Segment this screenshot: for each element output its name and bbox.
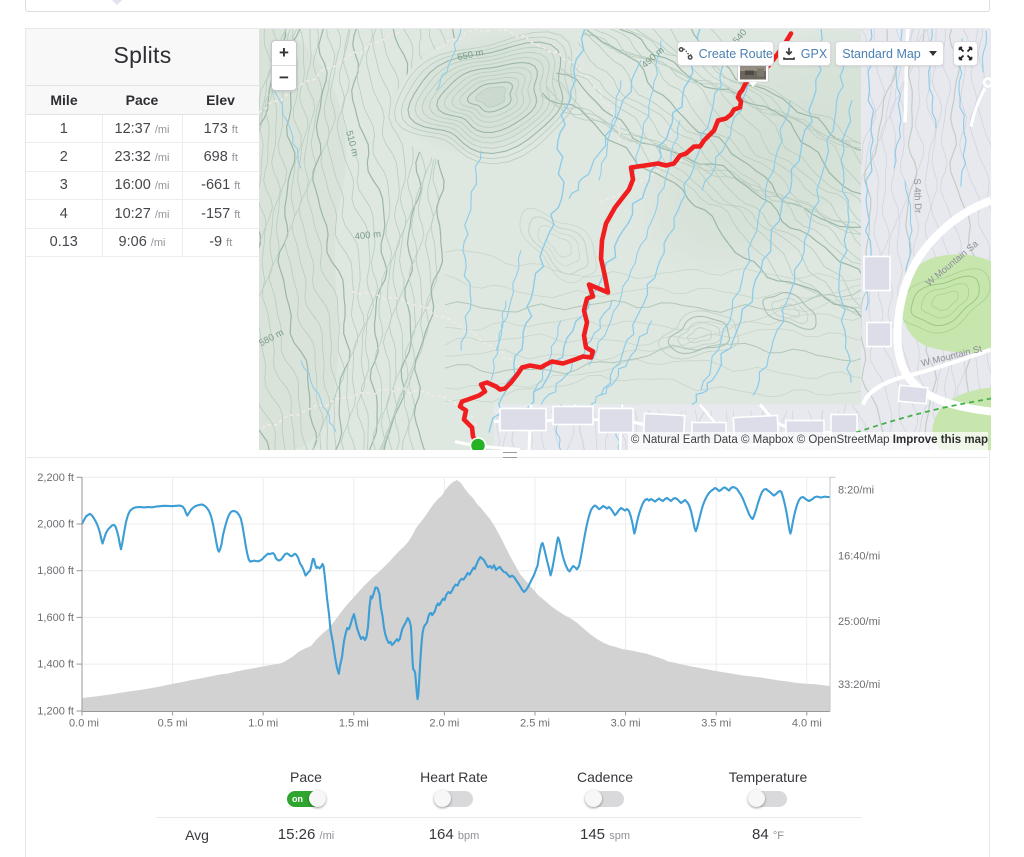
svg-text:33:20/mi: 33:20/mi — [838, 679, 880, 691]
svg-text:0.0 mi: 0.0 mi — [69, 718, 99, 730]
svg-text:2.0 mi: 2.0 mi — [429, 718, 459, 730]
svg-text:4.0 mi: 4.0 mi — [792, 718, 822, 730]
svg-text:1,400 ft: 1,400 ft — [37, 659, 74, 671]
svg-text:2,000 ft: 2,000 ft — [37, 519, 74, 531]
svg-text:400 m: 400 m — [354, 228, 381, 242]
svg-text:0.5 mi: 0.5 mi — [158, 718, 188, 730]
svg-text:650 m: 650 m — [456, 47, 484, 63]
svg-text:8:20/mi: 8:20/mi — [838, 485, 874, 497]
svg-text:3.5 mi: 3.5 mi — [701, 718, 731, 730]
svg-text:16:40/mi: 16:40/mi — [838, 551, 880, 563]
svg-text:3.0 mi: 3.0 mi — [611, 718, 641, 730]
svg-text:1,200 ft: 1,200 ft — [37, 706, 74, 718]
svg-text:S 4th Dr: S 4th Dr — [911, 178, 923, 213]
svg-text:1,800 ft: 1,800 ft — [37, 565, 74, 577]
svg-text:1.5 mi: 1.5 mi — [339, 718, 369, 730]
svg-text:2.5 mi: 2.5 mi — [520, 718, 550, 730]
svg-text:25:00/mi: 25:00/mi — [838, 616, 880, 628]
svg-text:1.0 mi: 1.0 mi — [248, 718, 278, 730]
svg-text:2,200 ft: 2,200 ft — [37, 472, 74, 484]
svg-text:1,600 ft: 1,600 ft — [37, 612, 74, 624]
